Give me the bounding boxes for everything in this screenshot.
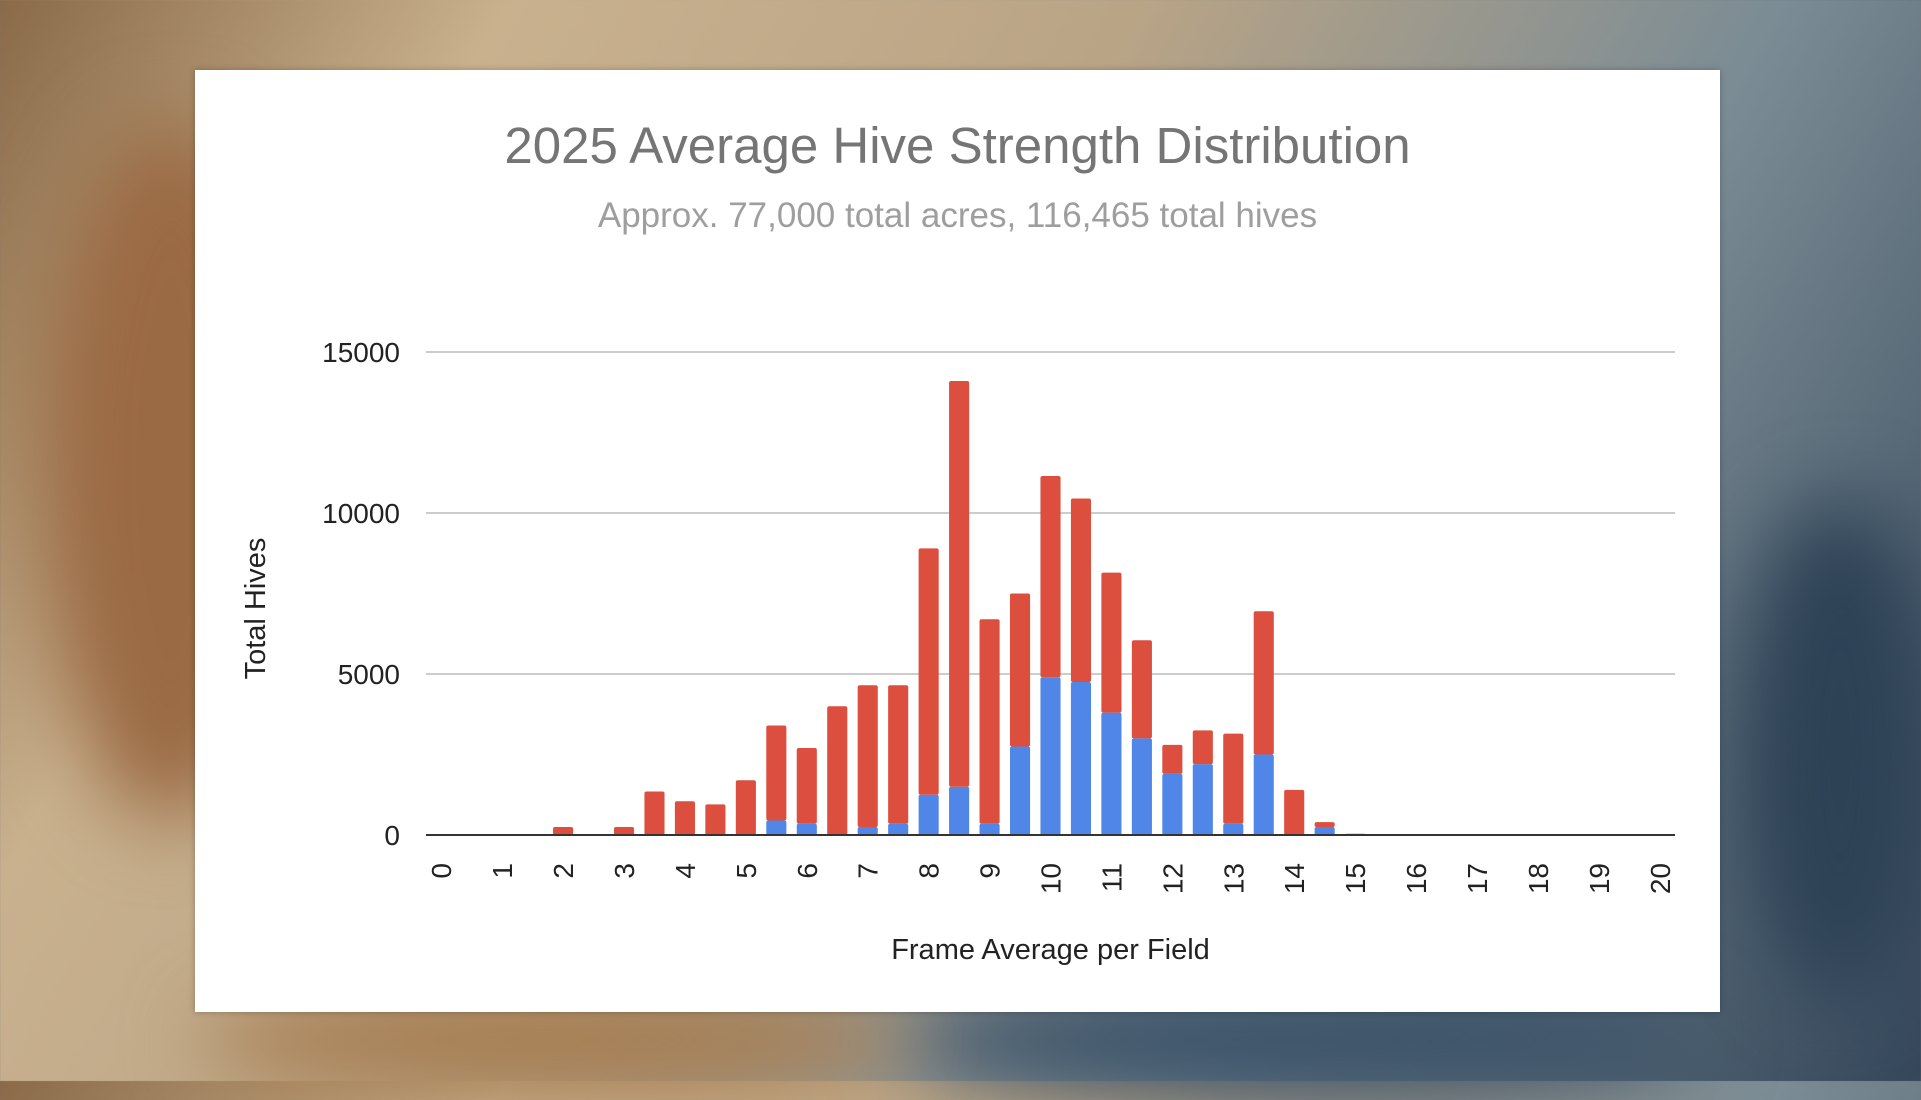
bar-segment-lower [1223,823,1244,835]
bar-segment-lower [1131,738,1152,835]
bar-segment-upper [1131,640,1152,739]
bar-segment-upper [827,706,848,835]
bar-segment-lower [1009,746,1031,835]
x-tick-label: 14 [1279,863,1310,894]
bar-segment-lower [1070,682,1092,835]
x-tick-label: 1 [487,863,518,879]
y-tick-label: 15000 [322,337,400,368]
bar-segment-lower [796,823,817,835]
x-tick-label: 4 [670,863,701,879]
x-tick-label: 10 [1036,863,1067,894]
bar-segment-upper [857,685,878,827]
x-tick-label: 9 [975,863,1006,879]
x-tick-label: 16 [1401,863,1432,894]
x-tick-label: 19 [1584,863,1615,894]
x-tick-label: 17 [1462,863,1493,894]
bar-segment-upper [918,548,939,795]
bar-segment-upper [735,780,756,835]
x-tick-label: 15 [1340,863,1371,894]
bar-segment-upper [1009,593,1031,747]
bar-segment-upper [1253,611,1274,755]
bar-segment-upper [1284,789,1305,835]
x-tick-label: 18 [1523,863,1554,894]
bar-segment-lower [979,823,1000,835]
bar-segment-upper [979,619,1000,824]
x-tick-label: 3 [609,863,640,879]
bar-segment-upper [1314,822,1335,827]
bar-segment-upper [1223,733,1244,824]
x-tick-label: 7 [853,863,884,879]
x-tick-label: 5 [731,863,762,879]
bar-segment-upper [1070,498,1092,683]
bar-segment-lower [1253,754,1274,835]
bar-segment-upper [1101,572,1122,713]
x-axis-title: Frame Average per Field [891,934,1210,966]
bar-segment-lower [949,786,970,835]
bar-segment-upper [1040,475,1061,678]
chart-subtitle: Approx. 77,000 total acres, 116,465 tota… [597,196,1318,235]
bar-segment-lower [1040,677,1061,835]
bar-segment-upper [1192,730,1213,765]
bar-segment-lower [1314,826,1335,835]
x-tick-label: 12 [1157,863,1188,894]
bar-segment-upper [674,801,695,835]
background-blur-shape [1740,500,1921,1000]
bar-segment-upper [796,748,817,824]
y-tick-label: 0 [384,820,400,851]
bar-segment-upper [888,685,909,824]
bar-segment-upper [1162,744,1183,774]
x-tick-label: 11 [1096,863,1127,892]
bar-segment-upper [644,791,665,835]
chart-title: 2025 Average Hive Strength Distribution [504,117,1411,174]
x-tick-label: 2 [548,863,579,879]
bar-segment-lower [766,820,787,835]
x-tick-label: 0 [426,863,457,879]
bar-segment-lower [857,826,878,835]
chart-card: 2025 Average Hive Strength Distribution … [195,70,1720,1012]
x-tick-label: 8 [914,863,945,879]
bar-segment-upper [766,725,787,821]
bar-segment-lower [1192,764,1213,835]
bar-segment-lower [918,794,939,835]
x-tick-label: 20 [1645,863,1676,894]
y-tick-label: 5000 [338,659,400,690]
bar-segment-upper [613,826,635,835]
bar-segment-lower [1162,773,1183,835]
bar-segment-lower [1101,712,1122,835]
bar-segment-lower [888,823,909,835]
bar-segment-upper [705,804,726,835]
x-tick-label: 13 [1218,863,1249,894]
x-tick-label: 6 [792,863,823,879]
y-tick-label: 10000 [322,498,400,529]
bar-segment-upper [949,380,970,787]
y-axis-title: Total Hives [240,538,272,680]
bar-segment-upper [553,826,574,835]
